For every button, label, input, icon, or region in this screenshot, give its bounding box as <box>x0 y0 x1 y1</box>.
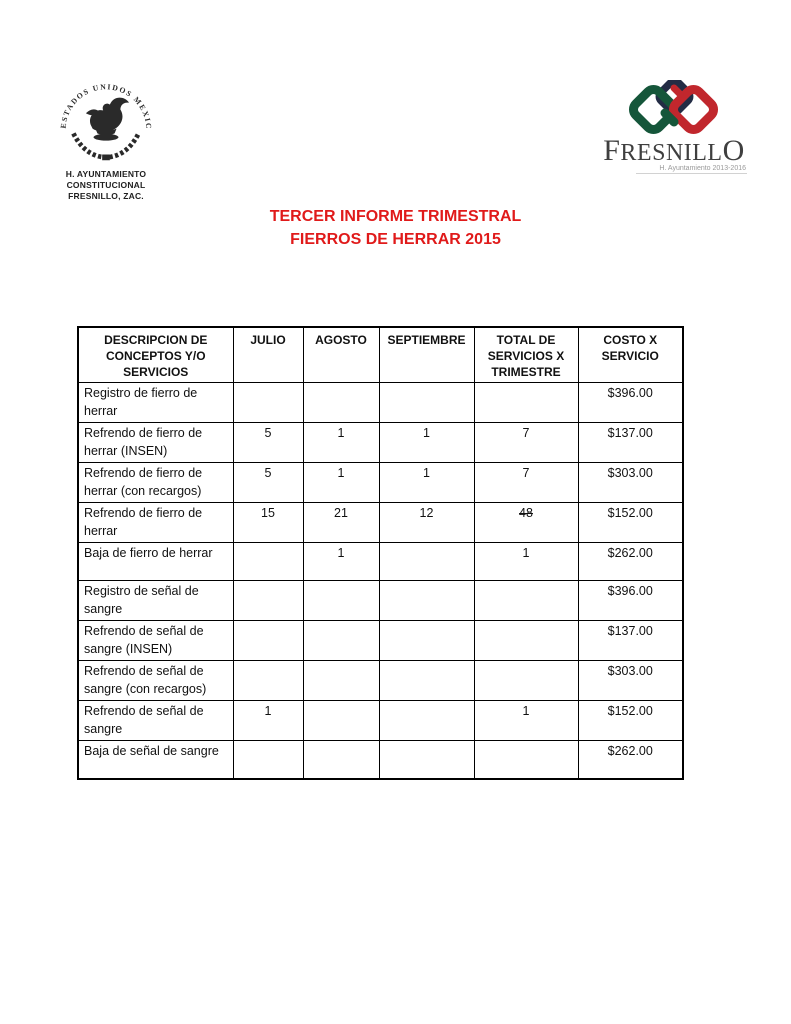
logo-divider <box>636 173 747 174</box>
seal-caption-line1: H. AYUNTAMIENTO <box>65 169 147 179</box>
table-row: Baja de señal de sangre $262.00 <box>77 740 684 780</box>
agosto-cell <box>302 700 380 741</box>
julio-cell <box>232 660 304 701</box>
seal-caption-line2: CONSTITUCIONAL <box>66 180 146 190</box>
fresnillo-logo: FRESNILLO H. Ayuntamiento 2013-2016 <box>599 80 749 174</box>
concept-cell: Baja de señal de sangre <box>77 740 234 780</box>
costo-cell: $396.00 <box>577 580 684 621</box>
chain-links-icon <box>628 80 719 135</box>
header-agosto: AGOSTO <box>302 326 380 383</box>
fresnillo-wordmark: FRESNILLO <box>603 134 745 167</box>
municipal-seal: ESTADOS UNIDOS MEXICANOS H. AYUNTAMIENTO… <box>44 74 168 202</box>
septiembre-cell <box>378 700 475 741</box>
julio-cell: 5 <box>232 422 304 463</box>
septiembre-cell <box>378 660 475 701</box>
septiembre-cell: 1 <box>378 422 475 463</box>
total-cell: 7 <box>473 462 579 503</box>
header-septiembre: SEPTIEMBRE <box>378 326 475 383</box>
total-cell: 48 <box>473 502 579 543</box>
agosto-cell <box>302 740 380 780</box>
costo-cell: $152.00 <box>577 700 684 741</box>
eagle-seal-icon: ESTADOS UNIDOS MEXICANOS <box>53 74 152 161</box>
agosto-cell <box>302 580 380 621</box>
julio-cell <box>232 542 304 581</box>
septiembre-cell <box>378 580 475 621</box>
total-cell: 1 <box>473 700 579 741</box>
concept-cell: Registro de señal de sangre <box>77 580 234 621</box>
total-cell: 1 <box>473 542 579 581</box>
agosto-cell <box>302 620 380 661</box>
total-cell <box>473 740 579 780</box>
septiembre-cell <box>378 740 475 780</box>
title-line-2: FIERROS DE HERRAR 2015 <box>290 231 501 248</box>
table-row: Refrendo de fierro de herrar 15 21 12 48 $152… <box>77 502 684 543</box>
title-line-1: TERCER INFORME TRIMESTRAL <box>269 208 522 225</box>
septiembre-cell <box>378 620 475 661</box>
table-row: Registro de señal de sangre $396.00 <box>77 580 684 621</box>
concept-cell: Refrendo de señal de sangre (con recargo… <box>77 660 234 701</box>
concept-cell: Refrendo de fierro de herrar (INSEN) <box>77 422 234 463</box>
agosto-cell <box>302 660 380 701</box>
table-row: Refrendo de señal de sangre (INSEN) $137.… <box>77 620 684 661</box>
document-title: TERCER INFORME TRIMESTRAL FIERROS DE HER… <box>0 205 791 251</box>
agosto-cell: 21 <box>302 502 380 543</box>
julio-cell <box>232 740 304 780</box>
total-cell <box>473 580 579 621</box>
julio-cell: 1 <box>232 700 304 741</box>
costo-cell: $152.00 <box>577 502 684 543</box>
table-row: Registro de fierro de herrar $396.00 <box>77 382 684 423</box>
header-total: TOTAL DE SERVICIOS X TRIMESTRE <box>473 326 579 383</box>
julio-cell <box>232 382 304 423</box>
table-row: Refrendo de fierro de herrar (INSEN) 5 1 1 7… <box>77 422 684 463</box>
septiembre-cell <box>378 382 475 423</box>
table-row: Baja de fierro de herrar 1 1 $262.00 <box>77 542 684 581</box>
septiembre-cell <box>378 542 475 581</box>
header-julio: JULIO <box>232 326 304 383</box>
concept-cell: Refrendo de fierro de herrar (con recarg… <box>77 462 234 503</box>
costo-cell: $137.00 <box>577 422 684 463</box>
table-row: Refrendo de fierro de herrar (con recarg… <box>77 462 684 503</box>
costo-cell: $262.00 <box>577 542 684 581</box>
table-header-row: DESCRIPCION DE CONCEPTOS Y/O SERVICIOS J… <box>77 326 684 383</box>
agosto-cell <box>302 382 380 423</box>
costo-cell: $262.00 <box>577 740 684 780</box>
total-cell <box>473 660 579 701</box>
septiembre-cell: 12 <box>378 502 475 543</box>
julio-cell <box>232 580 304 621</box>
header-costo: COSTO X SERVICIO <box>577 326 684 383</box>
table-row: Refrendo de señal de sangre (con recargo… <box>77 660 684 701</box>
costo-cell: $303.00 <box>577 462 684 503</box>
julio-cell: 5 <box>232 462 304 503</box>
concept-cell: Refrendo de señal de sangre (INSEN) <box>77 620 234 661</box>
header-descripcion: DESCRIPCION DE CONCEPTOS Y/O SERVICIOS <box>77 326 234 383</box>
concept-cell: Baja de fierro de herrar <box>77 542 234 581</box>
agosto-cell: 1 <box>302 462 380 503</box>
total-cell <box>473 382 579 423</box>
septiembre-cell: 1 <box>378 462 475 503</box>
seal-caption-line3: FRESNILLO, ZAC. <box>68 191 144 201</box>
costo-cell: $137.00 <box>577 620 684 661</box>
table-row: Refrendo de señal de sangre 1 1 $152.00 <box>77 700 684 741</box>
total-cell <box>473 620 579 661</box>
services-table: DESCRIPCION DE CONCEPTOS Y/O SERVICIOS J… <box>77 326 684 780</box>
agosto-cell: 1 <box>302 542 380 581</box>
julio-cell: 15 <box>232 502 304 543</box>
julio-cell <box>232 620 304 661</box>
total-cell: 7 <box>473 422 579 463</box>
concept-cell: Refrendo de fierro de herrar <box>77 502 234 543</box>
agosto-cell: 1 <box>302 422 380 463</box>
costo-cell: $303.00 <box>577 660 684 701</box>
costo-cell: $396.00 <box>577 382 684 423</box>
fresnillo-subtitle: H. Ayuntamiento 2013-2016 <box>659 165 746 172</box>
concept-cell: Registro de fierro de herrar <box>77 382 234 423</box>
concept-cell: Refrendo de señal de sangre <box>77 700 234 741</box>
